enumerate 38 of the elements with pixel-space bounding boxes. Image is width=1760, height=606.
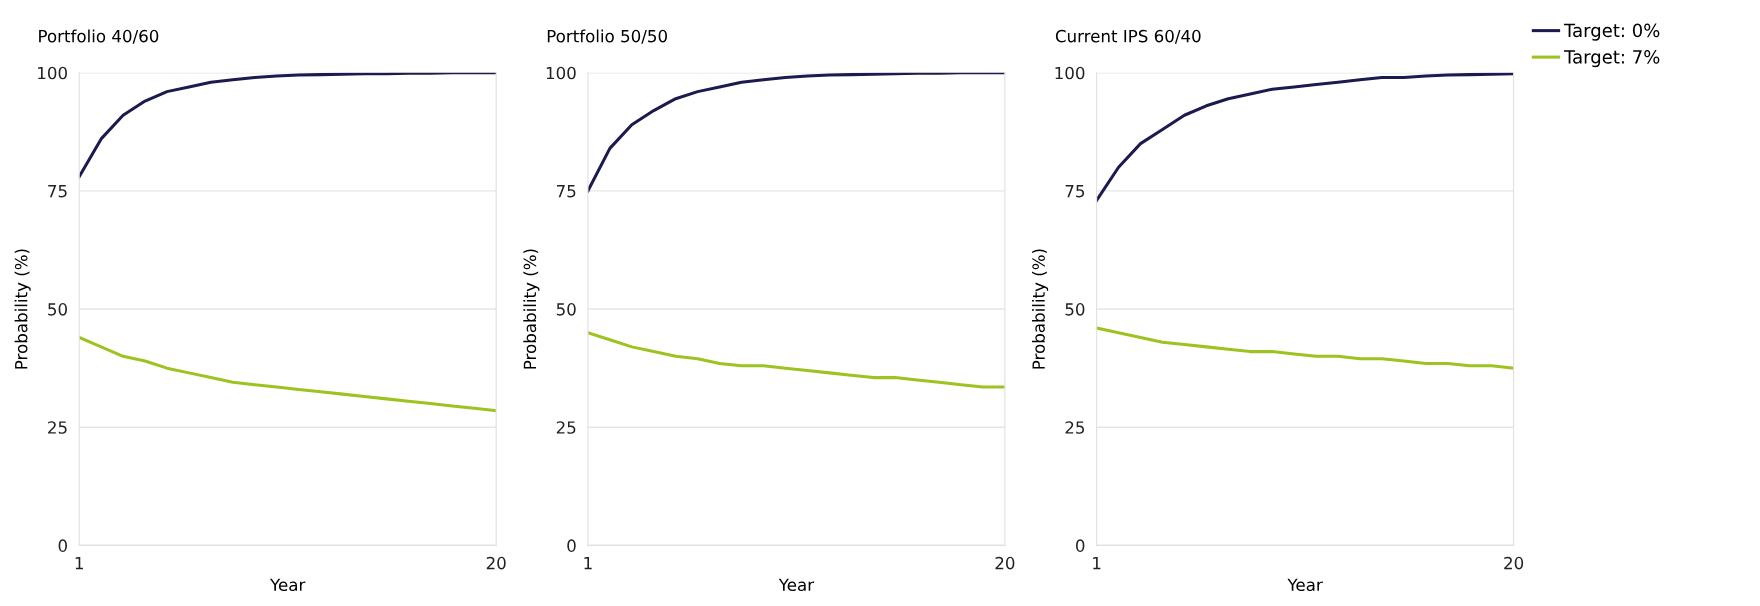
chart-title: Portfolio 50/50 <box>547 29 667 44</box>
y-tick-label: 0 <box>567 539 576 552</box>
y-tick-label: 50 <box>48 303 67 316</box>
line-series <box>1096 326 1514 370</box>
legend-label: Target: 7% <box>1563 50 1660 68</box>
line-series <box>587 331 1005 389</box>
y-tick-label: 25 <box>48 421 67 434</box>
line-series <box>1096 72 1514 202</box>
legend-label: Target: 0% <box>1563 23 1660 41</box>
x-axis-title: Year <box>1287 578 1323 592</box>
y-tick-label: 75 <box>48 185 67 198</box>
line-series <box>79 72 497 179</box>
chart-title: Current IPS 60/40 <box>1055 29 1201 44</box>
line-series <box>79 335 497 413</box>
x-axis-title: Year <box>270 578 306 592</box>
y-tick-label: 75 <box>556 185 576 198</box>
y-axis-title: Probability (%) <box>1032 249 1049 369</box>
y-tick-label: 50 <box>556 303 576 316</box>
x-tick-label: 20 <box>486 556 506 570</box>
y-tick-label: 100 <box>38 66 67 80</box>
x-tick-label: 1 <box>75 557 83 570</box>
y-axis-title: Probability (%) <box>14 249 31 369</box>
y-tick-label: 25 <box>1065 421 1085 434</box>
x-tick-label: 1 <box>584 557 592 570</box>
x-tick-label: 1 <box>1093 557 1101 570</box>
y-tick-label: 0 <box>58 539 67 552</box>
line-series <box>587 72 1005 193</box>
y-tick-label: 25 <box>556 421 576 434</box>
y-tick-label: 75 <box>1065 185 1085 198</box>
chart-title: Portfolio 40/60 <box>39 29 159 44</box>
x-axis-title: Year <box>778 578 815 592</box>
y-tick-label: 100 <box>1055 66 1085 80</box>
x-tick-label: 20 <box>995 556 1015 570</box>
x-tick-label: 20 <box>1504 556 1524 570</box>
y-tick-label: 100 <box>546 66 576 80</box>
y-axis-title: Probability (%) <box>523 249 540 369</box>
y-tick-label: 50 <box>1065 303 1085 316</box>
y-tick-label: 0 <box>1076 539 1085 552</box>
